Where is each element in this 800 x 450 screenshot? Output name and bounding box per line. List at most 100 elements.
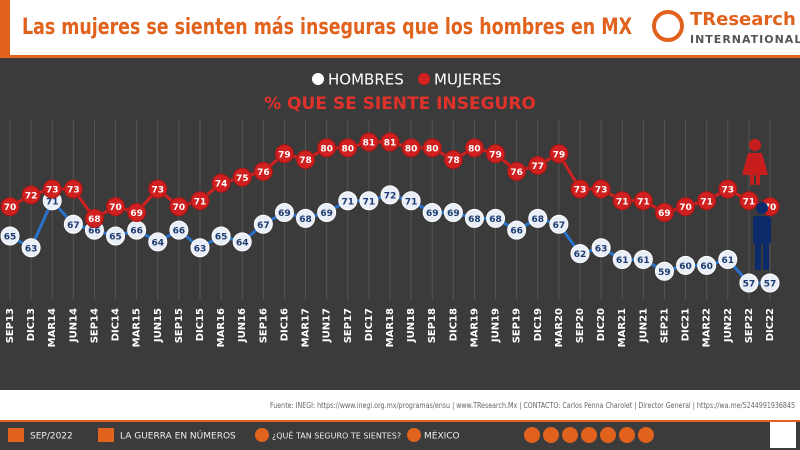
data-label: 71 xyxy=(616,197,629,207)
footer-strip xyxy=(0,390,800,420)
data-point xyxy=(380,185,400,205)
data-label: 80 xyxy=(405,144,418,154)
data-point xyxy=(422,138,442,158)
map-icon xyxy=(98,428,114,442)
data-label: 72 xyxy=(384,191,397,201)
data-label: 72 xyxy=(25,191,38,201)
data-label: 60 xyxy=(700,262,713,272)
x-tick-label: SEP14 xyxy=(89,308,100,343)
data-label: 69 xyxy=(447,209,460,219)
data-label: 67 xyxy=(257,221,270,231)
data-point xyxy=(317,138,337,158)
data-label: 66 xyxy=(173,227,186,237)
data-point xyxy=(549,214,569,234)
data-label: 76 xyxy=(257,168,270,178)
bottom-bar xyxy=(0,420,800,450)
x-tick-label: DIC13 xyxy=(26,308,37,341)
data-point xyxy=(106,226,126,246)
data-point xyxy=(507,220,527,240)
x-tick-label: DIC17 xyxy=(364,308,375,341)
bottom-divider xyxy=(0,420,800,422)
legend-marker xyxy=(312,73,324,85)
x-tick-label: DIC18 xyxy=(448,308,459,341)
data-point xyxy=(148,232,168,252)
data-point xyxy=(42,179,62,199)
data-point xyxy=(253,161,273,181)
logo-subtext: INTERNATIONAL xyxy=(690,33,800,46)
x-tick-label: DIC22 xyxy=(765,308,776,341)
data-point xyxy=(84,208,104,228)
x-tick-label: DIC19 xyxy=(533,308,544,341)
data-point xyxy=(697,255,717,275)
data-point xyxy=(528,156,548,175)
x-tick-label: JUN16 xyxy=(237,308,248,343)
x-tick-label: SEP19 xyxy=(512,308,523,343)
data-label: 79 xyxy=(489,150,502,160)
accent xyxy=(0,0,10,55)
chart-subtitle: % QUE SE SIENTE INSEGURO xyxy=(264,94,536,114)
x-tick-label: DIC20 xyxy=(596,308,607,341)
data-point xyxy=(718,179,738,199)
data-point xyxy=(296,208,316,228)
data-point xyxy=(274,203,294,222)
data-point xyxy=(654,203,674,222)
data-point xyxy=(570,244,590,264)
data-label: 69 xyxy=(130,209,143,219)
data-label: 79 xyxy=(278,150,291,160)
pin-icon xyxy=(407,428,421,442)
data-point xyxy=(359,191,379,211)
x-tick-label: MAR17 xyxy=(301,308,312,347)
data-label: 71 xyxy=(194,197,207,207)
data-label: 73 xyxy=(152,186,165,196)
data-point xyxy=(591,238,611,258)
data-label: 64 xyxy=(152,238,165,248)
man-icon xyxy=(753,202,771,270)
x-tick-label: JUN18 xyxy=(406,308,417,343)
data-point xyxy=(338,138,358,158)
data-label: 66 xyxy=(510,227,523,237)
data-point xyxy=(148,179,168,199)
x-tick-label: SEP21 xyxy=(659,308,670,343)
question: ¿QUÉ TAN SEGURO TE SIENTES? xyxy=(272,430,401,441)
data-point xyxy=(296,150,316,170)
data-point xyxy=(760,273,780,293)
data-point xyxy=(21,238,41,258)
data-point xyxy=(654,261,674,281)
x-tick-label: SEP22 xyxy=(744,308,755,343)
x-tick-label: SEP20 xyxy=(575,308,586,343)
data-label: 80 xyxy=(468,144,481,154)
legend-marker xyxy=(418,73,430,85)
data-label: 71 xyxy=(46,197,59,207)
data-label: 80 xyxy=(342,144,355,154)
data-label: 69 xyxy=(320,209,333,219)
data-label: 78 xyxy=(447,156,460,166)
data-point xyxy=(380,132,400,152)
data-point xyxy=(401,191,421,211)
data-point xyxy=(633,191,653,211)
data-point xyxy=(401,138,421,158)
data-label: 68 xyxy=(299,215,312,225)
data-label: 70 xyxy=(173,203,186,213)
x-tick-label: MAR22 xyxy=(702,308,713,347)
data-label: 71 xyxy=(743,197,756,207)
data-point xyxy=(739,273,759,293)
x-tick-label: JUN15 xyxy=(153,308,164,343)
calendar-icon xyxy=(8,428,24,442)
data-label: 75 xyxy=(236,174,249,184)
data-point xyxy=(739,191,759,211)
x-tick-label: MAR15 xyxy=(132,308,143,347)
data-label: 61 xyxy=(637,256,650,266)
data-label: 61 xyxy=(722,256,735,266)
data-label: 68 xyxy=(489,215,502,225)
data-label: 62 xyxy=(574,250,587,260)
data-label: 68 xyxy=(532,215,545,225)
x-tick-label: JUN17 xyxy=(322,308,333,343)
data-label: 57 xyxy=(764,280,777,290)
data-point xyxy=(338,191,358,211)
data-label: 71 xyxy=(342,197,355,207)
data-point xyxy=(464,208,484,228)
data-label: 76 xyxy=(510,168,523,178)
woman-icon xyxy=(742,139,768,185)
data-point xyxy=(127,203,147,222)
x-tick-label: MAR16 xyxy=(216,308,227,347)
